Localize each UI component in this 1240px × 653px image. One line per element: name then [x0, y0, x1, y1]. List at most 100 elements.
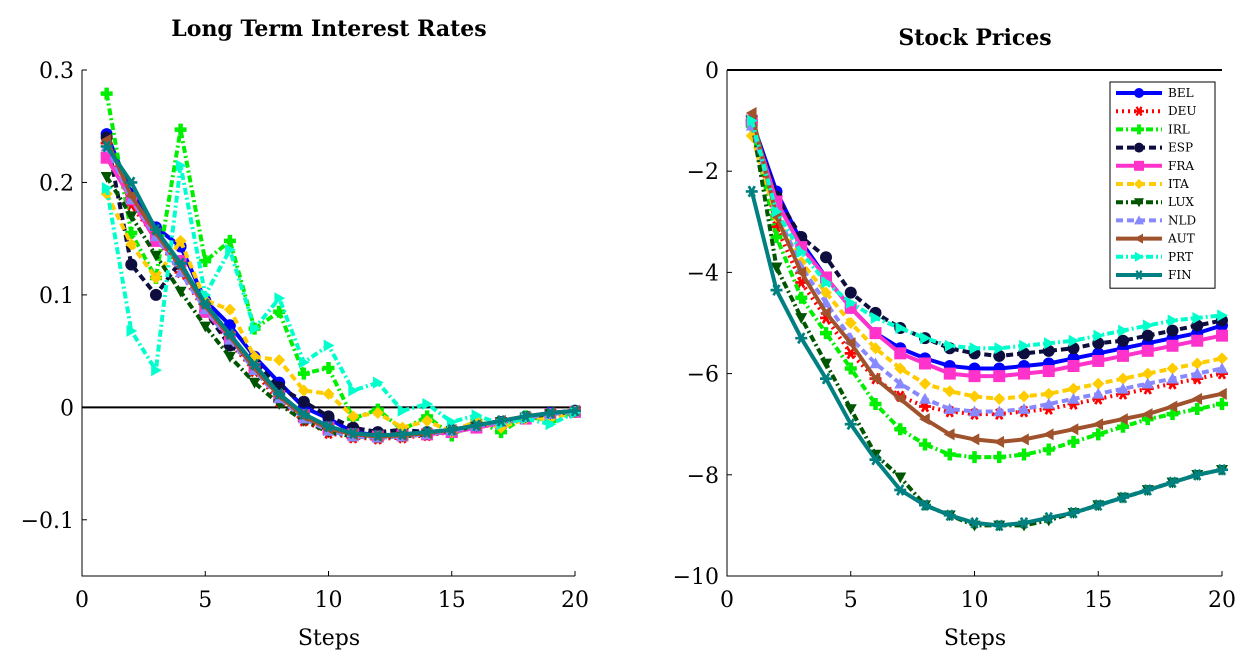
data-point — [100, 172, 113, 183]
data-point — [844, 337, 856, 350]
x-tick-label: 20 — [561, 588, 589, 613]
data-point — [820, 306, 831, 319]
data-point — [844, 362, 857, 375]
data-point — [1018, 516, 1030, 529]
data-point — [1092, 499, 1105, 512]
x-tick-label: 20 — [1208, 588, 1236, 613]
data-point — [223, 351, 236, 363]
data-point — [1043, 337, 1055, 350]
legend-marker — [1134, 88, 1144, 98]
series-line — [104, 137, 576, 435]
data-point — [869, 327, 882, 340]
data-point — [1042, 397, 1055, 409]
legend-marker — [1134, 179, 1144, 189]
data-point — [770, 284, 783, 297]
legend-entry: LUX — [1116, 195, 1194, 209]
data-point — [1191, 334, 1204, 347]
data-point — [1166, 400, 1178, 413]
series-line — [105, 175, 576, 440]
data-point — [1117, 413, 1128, 426]
legend-label: PRT — [1168, 250, 1193, 264]
data-point — [919, 392, 931, 404]
data-point — [968, 370, 981, 383]
data-point — [1216, 362, 1228, 374]
data-point — [422, 397, 434, 410]
data-point — [273, 354, 286, 367]
data-point — [944, 339, 956, 352]
data-point — [297, 367, 310, 380]
legend-entry: ESP — [1116, 141, 1193, 155]
data-point — [1141, 408, 1153, 421]
data-point — [1216, 397, 1228, 410]
legend-entry: BEL — [1116, 86, 1194, 100]
series-prt — [746, 114, 1228, 355]
data-point — [1117, 334, 1129, 347]
series-prt — [101, 159, 581, 431]
data-point — [771, 205, 783, 218]
data-point — [1042, 428, 1054, 441]
y-tick-label: 0.1 — [39, 284, 74, 309]
data-point — [919, 377, 931, 390]
x-tick-label: 0 — [75, 588, 89, 613]
x-tick-label: 10 — [961, 588, 989, 613]
data-point — [223, 303, 236, 316]
data-point — [920, 332, 931, 345]
data-point — [149, 272, 162, 285]
data-point — [1216, 463, 1228, 476]
data-point — [796, 246, 808, 259]
data-point — [820, 251, 832, 264]
legend-box — [1109, 81, 1216, 289]
data-point — [1141, 344, 1154, 357]
chart-title: Stock Prices — [898, 25, 1051, 51]
data-point — [1217, 309, 1228, 322]
data-point — [199, 297, 212, 310]
series-line — [104, 145, 576, 440]
data-point — [1117, 349, 1129, 362]
y-tick-label: 0 — [705, 59, 719, 84]
data-point — [371, 429, 384, 442]
data-point — [894, 392, 906, 405]
data-point — [993, 370, 1006, 383]
legend-label: FRA — [1168, 159, 1194, 173]
series-line — [104, 163, 576, 427]
data-point — [795, 266, 807, 279]
data-point — [844, 317, 857, 329]
series-esp — [745, 114, 1228, 362]
data-point — [1118, 324, 1129, 337]
data-point — [1167, 314, 1179, 327]
data-point — [1117, 382, 1129, 394]
data-point — [249, 322, 261, 335]
data-point — [1117, 372, 1129, 385]
data-point — [919, 438, 931, 451]
data-point — [820, 372, 832, 385]
data-point — [519, 410, 532, 423]
data-point — [223, 234, 236, 247]
data-point — [993, 392, 1006, 405]
data-point — [919, 499, 931, 512]
data-point — [968, 433, 980, 446]
data-point — [1018, 367, 1030, 380]
x-axis-label: Steps — [298, 626, 360, 651]
data-point — [1141, 377, 1154, 389]
chart-long-term-interest-rates: Long Term Interest Rates Steps 0.3 0.2 0.1… — [21, 16, 589, 651]
y-tick-label: −4 — [687, 261, 719, 286]
data-point — [273, 387, 286, 400]
data-point — [746, 114, 758, 127]
legend-marker — [1134, 142, 1144, 153]
data-point — [1092, 428, 1105, 441]
data-point — [1216, 329, 1228, 342]
data-point — [1092, 387, 1105, 399]
y-tick-label: 0.2 — [39, 171, 74, 196]
data-point — [844, 404, 857, 416]
data-point — [322, 361, 335, 374]
data-point — [199, 321, 212, 333]
data-point — [1166, 408, 1179, 421]
x-axis-label: Steps — [944, 626, 1006, 651]
data-point — [421, 426, 434, 438]
data-point — [1117, 420, 1129, 433]
data-point — [968, 405, 981, 417]
data-point — [1067, 423, 1079, 436]
data-point — [943, 509, 956, 522]
data-point — [820, 358, 832, 370]
